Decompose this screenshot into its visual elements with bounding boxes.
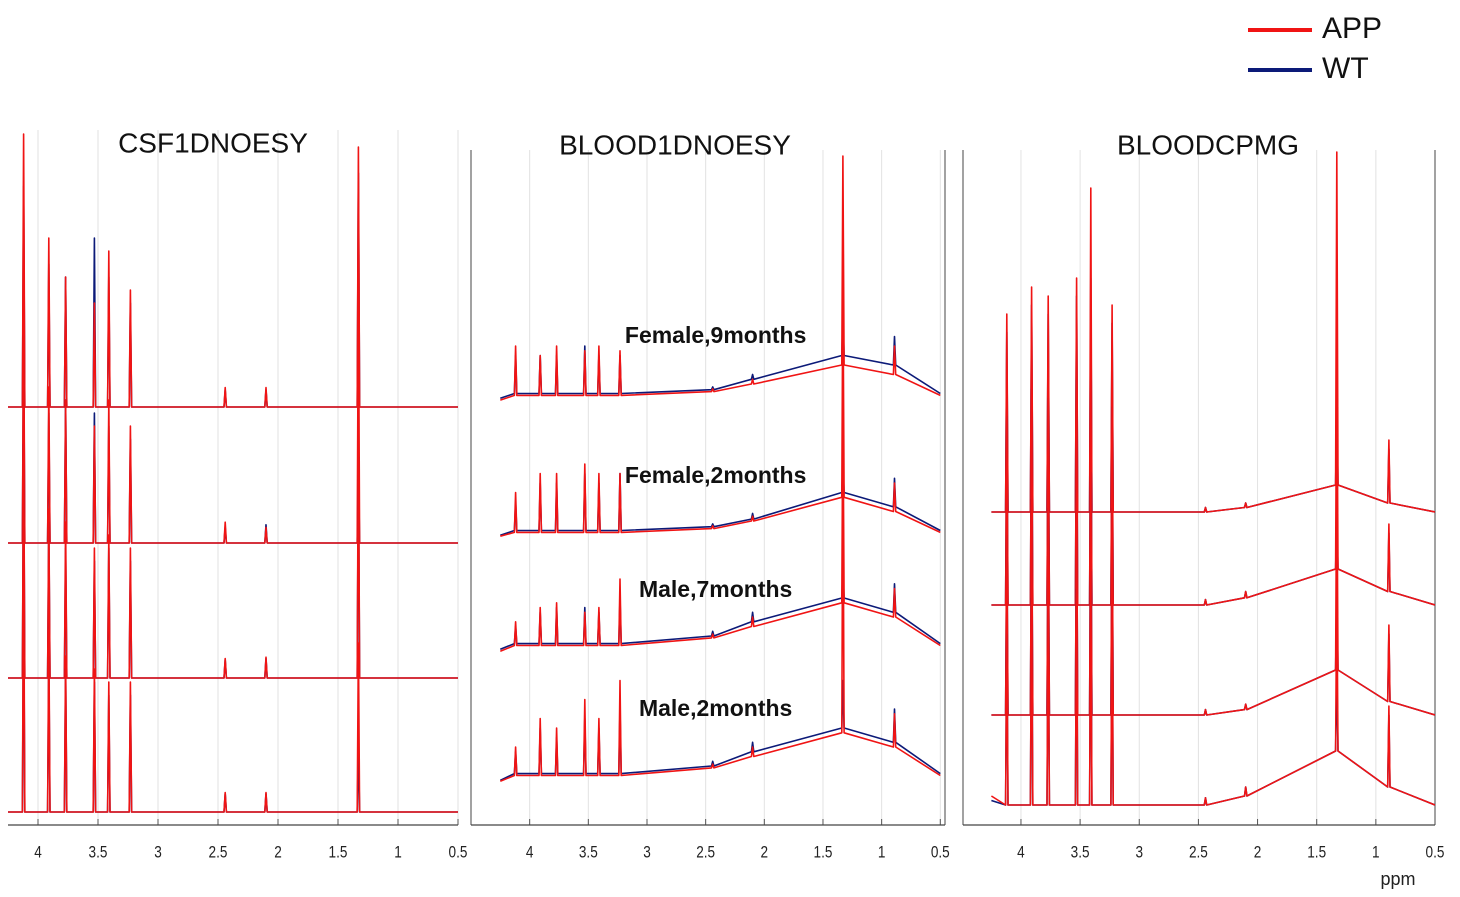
group-label: Female,2months	[625, 462, 807, 488]
spectrum-line	[500, 155, 941, 401]
spectrum-line	[991, 151, 1435, 513]
x-axis-label: ppm	[1380, 869, 1415, 889]
group-label: Female,9months	[625, 322, 807, 348]
x-tick-label: 4	[526, 843, 534, 862]
spectrum-line	[500, 273, 941, 537]
x-tick-label: 3.5	[89, 843, 108, 862]
x-tick-label: 1	[1372, 843, 1380, 862]
spectrum-line	[991, 334, 1435, 606]
x-tick-label: 3	[1135, 843, 1143, 862]
x-tick-label: 3.5	[1071, 843, 1090, 862]
spectrum-line	[991, 444, 1435, 716]
spectrum-line	[8, 590, 458, 813]
spectrum-line	[8, 417, 458, 679]
x-tick-label: 2	[761, 843, 769, 862]
x-tick-label: 3	[643, 843, 651, 862]
spectrum-line	[8, 538, 458, 813]
x-tick-label: 4	[34, 843, 42, 862]
spectrum-line	[990, 552, 1435, 806]
spectrum-line	[8, 282, 458, 544]
x-tick-label: 1.5	[814, 843, 833, 862]
spectrum-line	[8, 172, 458, 408]
x-tick-label: 1.5	[1307, 843, 1326, 862]
spectrum-line	[991, 570, 1435, 806]
spectrum-line	[991, 471, 1435, 716]
x-tick-label: 3.5	[579, 843, 598, 862]
spectrum-line	[991, 379, 1435, 606]
panel-title: CSF1DNOESY	[118, 127, 308, 158]
spectrum-line	[500, 451, 941, 782]
x-tick-label: 0.5	[931, 843, 950, 862]
x-tick-label: 1	[394, 843, 402, 862]
spectrum-line	[8, 443, 458, 679]
spectrum-line	[8, 133, 458, 408]
spectra	[990, 151, 1435, 806]
x-tick-label: 3	[154, 843, 162, 862]
x-tick-label: 0.5	[449, 843, 468, 862]
x-tick-label: 2	[1254, 843, 1262, 862]
spectra	[8, 133, 458, 813]
x-tick-label: 2.5	[1189, 843, 1208, 862]
x-tick-label: 1.5	[329, 843, 348, 862]
x-tick-label: 2.5	[209, 843, 228, 862]
spectrum-line	[991, 277, 1435, 513]
panel-title: BLOOD1DNOESY	[559, 129, 791, 160]
x-tick-label: 2	[274, 843, 282, 862]
group-label: Male,2months	[639, 695, 792, 721]
spectrum-line	[500, 397, 941, 652]
group-label: Male,7months	[639, 576, 792, 602]
spectrum-line	[8, 334, 458, 544]
legend-label: APP	[1322, 12, 1382, 45]
x-tick-label: 2.5	[696, 843, 715, 862]
legend-label: WT	[1322, 52, 1369, 85]
x-tick-label: 1	[878, 843, 886, 862]
spectra	[499, 155, 941, 782]
x-tick-label: 0.5	[1426, 843, 1445, 862]
panel-title: BLOODCPMG	[1117, 129, 1299, 160]
x-tick-label: 4	[1017, 843, 1025, 862]
